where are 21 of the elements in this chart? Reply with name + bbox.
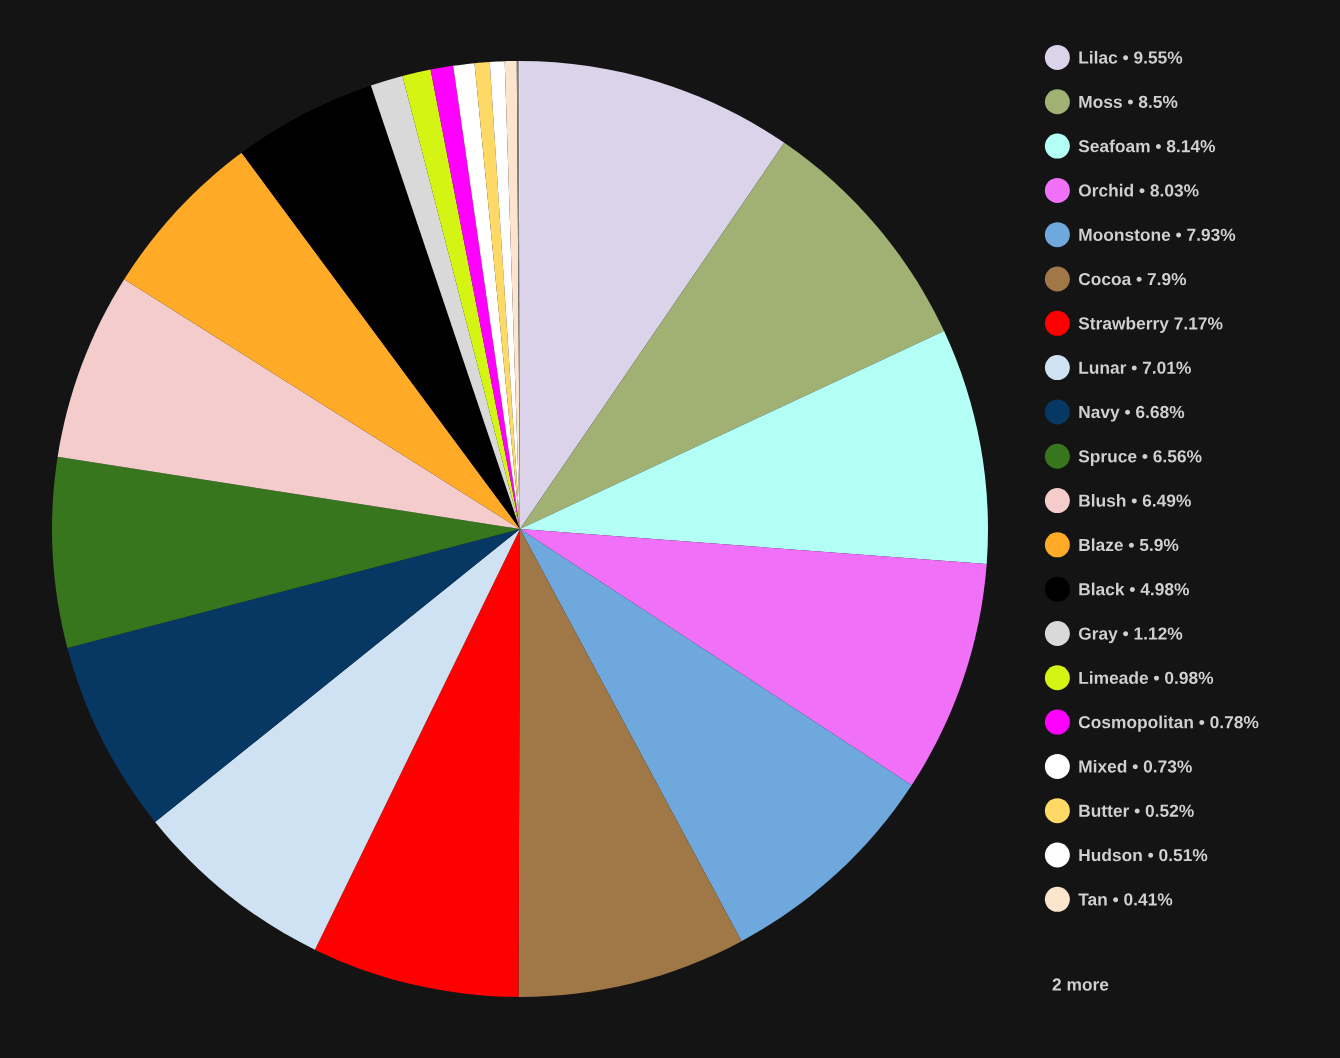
legend-label: Orchid • 8.03% [1078, 183, 1199, 197]
legend-label: Moonstone • 7.93% [1079, 228, 1236, 241]
legend-label: Gray • 1.12% [1078, 627, 1183, 644]
legend-label: Navy • 6.68% [1079, 405, 1185, 422]
legend-label: Seafoam • 8.14% [1078, 139, 1216, 153]
legend-label: Lilac • 9.55% [1079, 50, 1183, 64]
legend-label: Spruce • 6.56% [1078, 450, 1202, 466]
legend-label: Butter • 0.52% [1079, 804, 1194, 817]
text: 2 more [1052, 978, 1109, 991]
legend-label: Lunar • 7.01% [1079, 361, 1191, 374]
legend-label: Hudson • 0.51% [1079, 848, 1208, 862]
legend-label: Cosmopolitan • 0.78% [1078, 715, 1259, 732]
legend-label: Cocoa • 7.9% [1078, 272, 1187, 286]
legend-label: Tan • 0.41% [1078, 893, 1173, 906]
legend-label: Strawberry 7.17% [1078, 316, 1223, 333]
legend-label: Limeade • 0.98% [1079, 671, 1214, 685]
legend-label: Black • 4.98% [1079, 582, 1190, 596]
legend-label: Mixed • 0.73% [1079, 759, 1192, 773]
legend-label: Blaze • 5.9% [1079, 538, 1179, 552]
legend-label: Blush • 6.49% [1079, 494, 1191, 507]
legend-label: Moss • 8.5% [1079, 95, 1178, 109]
